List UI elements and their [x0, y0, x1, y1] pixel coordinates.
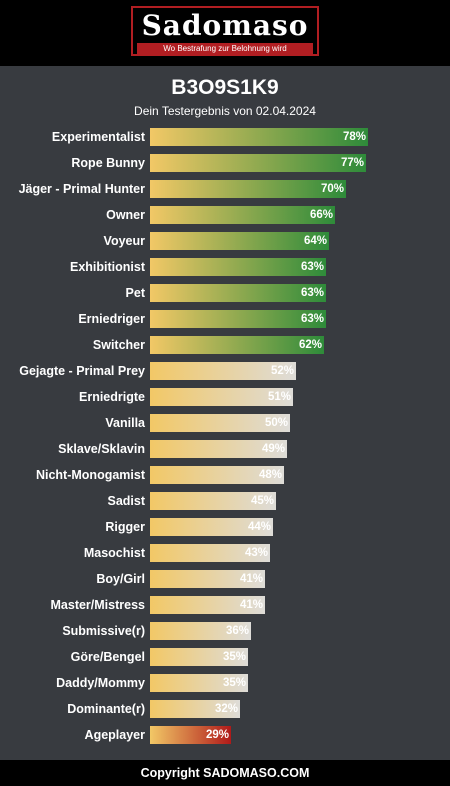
site-footer: Copyright SADOMASO.COM — [0, 760, 450, 786]
row-label: Sklave/Sklavin — [58, 442, 145, 456]
bar-value-label: 64% — [303, 235, 327, 247]
bar-value-label: 41% — [239, 573, 263, 585]
bar-value-label: 32% — [214, 703, 238, 715]
bar: 52% — [150, 362, 296, 380]
bar-value-label: 62% — [298, 339, 322, 351]
bar-value-label: 63% — [300, 313, 324, 325]
row-label: Experimentalist — [51, 130, 145, 144]
bar-value-label: 63% — [300, 287, 324, 299]
row-label: Gejagte - Primal Prey — [19, 364, 145, 378]
row-label: Submissive(r) — [62, 624, 145, 638]
bar: 29% — [150, 726, 231, 744]
bar: 35% — [150, 674, 248, 692]
bar: 41% — [150, 596, 265, 614]
row-label: Jäger - Primal Hunter — [18, 182, 145, 196]
row-label: Rope Bunny — [71, 156, 145, 170]
row-label: Erniedrigte — [79, 390, 145, 404]
bar: 63% — [150, 258, 326, 276]
bar-value-label: 29% — [205, 729, 229, 741]
row-label: Daddy/Mommy — [56, 676, 145, 690]
bar-value-label: 35% — [222, 677, 246, 689]
bar: 66% — [150, 206, 335, 224]
bar: 36% — [150, 622, 251, 640]
bar-value-label: 63% — [300, 261, 324, 273]
row-label: Boy/Girl — [96, 572, 145, 586]
bar-value-label: 51% — [267, 391, 291, 403]
bar-value-label: 36% — [225, 625, 249, 637]
bar: 51% — [150, 388, 293, 406]
row-label: Vanilla — [105, 416, 145, 430]
bar: 78% — [150, 128, 368, 146]
bar-value-label: 77% — [340, 157, 364, 169]
bar-value-label: 41% — [239, 599, 263, 611]
bar: 77% — [150, 154, 366, 172]
bar-value-label: 45% — [250, 495, 274, 507]
site-header: Sadomaso Wo Bestrafung zur Belohnung wir… — [0, 0, 450, 66]
row-label: Masochist — [83, 546, 145, 560]
bar-value-label: 52% — [270, 365, 294, 377]
bar: 49% — [150, 440, 287, 458]
bar-value-label: 48% — [258, 469, 282, 481]
bar-value-label: 35% — [222, 651, 246, 663]
bar: 63% — [150, 310, 326, 328]
bar: 64% — [150, 232, 329, 250]
bar-value-label: 49% — [261, 443, 285, 455]
result-title: B3O9S1K9 — [171, 76, 279, 99]
bar: 41% — [150, 570, 265, 588]
result-bar-chart: Experimentalist 78% Rope Bunny 77% Jäger - P… — [18, 128, 368, 744]
row-label: Exhibitionist — [70, 260, 145, 274]
bar: 70% — [150, 180, 346, 198]
bar: 45% — [150, 492, 276, 510]
bar-value-label: 78% — [342, 131, 366, 143]
row-label: Master/Mistress — [50, 598, 146, 612]
row-label: Voyeur — [103, 234, 145, 248]
row-label: Sadist — [107, 494, 145, 508]
bar-value-label: 70% — [320, 183, 344, 195]
bar-value-label: 66% — [309, 209, 333, 221]
bar-value-label: 43% — [244, 547, 268, 559]
copyright-text: Copyright SADOMASO.COM — [140, 766, 310, 780]
bar: 50% — [150, 414, 290, 432]
bar-value-label: 50% — [264, 417, 288, 429]
logo-wordmark: Sadomaso — [141, 9, 309, 42]
site-logo[interactable]: Sadomaso Wo Bestrafung zur Belohnung wir… — [131, 6, 319, 56]
row-label: Göre/Bengel — [70, 650, 145, 664]
bar: 63% — [150, 284, 326, 302]
row-label: Switcher — [92, 338, 145, 352]
logo-slogan: Wo Bestrafung zur Belohnung wird — [137, 43, 313, 54]
row-label: Nicht-Monogamist — [35, 468, 145, 482]
row-label: Dominante(r) — [67, 702, 145, 716]
row-label: Pet — [125, 286, 145, 300]
bar: 44% — [150, 518, 273, 536]
result-subtitle: Dein Testergebnis von 02.04.2024 — [134, 104, 316, 118]
row-label: Erniedriger — [78, 312, 145, 326]
bar: 35% — [150, 648, 248, 666]
bar-value-label: 44% — [247, 521, 271, 533]
row-label: Ageplayer — [84, 728, 145, 742]
row-label: Rigger — [105, 520, 145, 534]
bar: 62% — [150, 336, 324, 354]
bar: 48% — [150, 466, 284, 484]
row-label: Owner — [106, 208, 145, 222]
bar: 43% — [150, 544, 270, 562]
bar: 32% — [150, 700, 240, 718]
